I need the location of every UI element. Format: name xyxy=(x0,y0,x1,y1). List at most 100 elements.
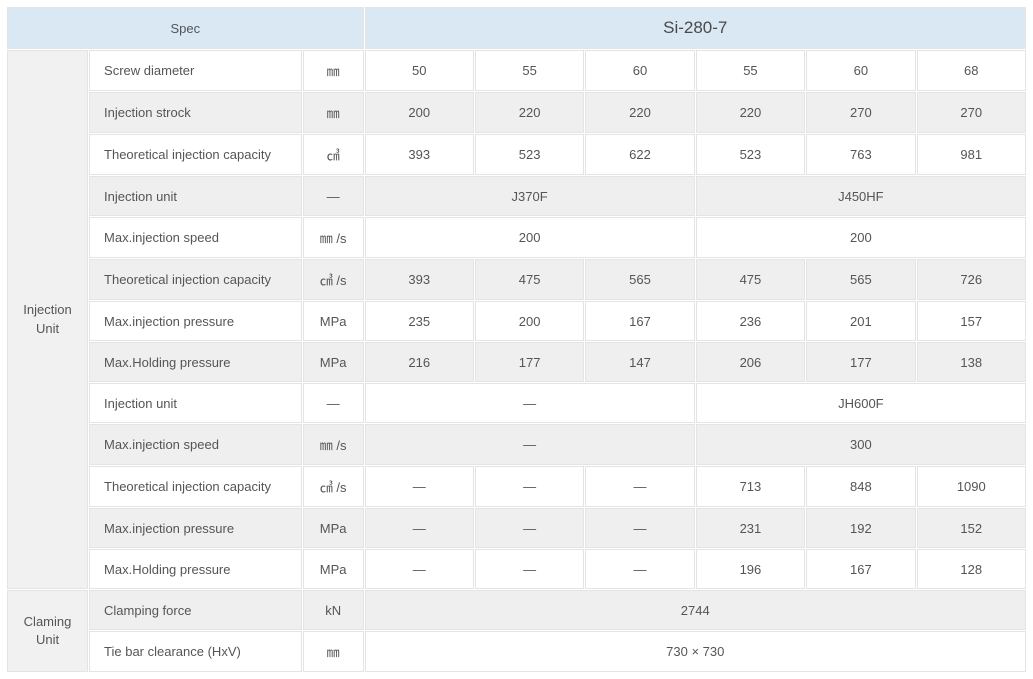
spec-value: — xyxy=(365,466,474,507)
spec-value: — xyxy=(365,383,695,423)
table-row: Max.injection speed㎜ /s—300 xyxy=(7,424,1026,465)
spec-value: 138 xyxy=(917,342,1026,382)
spec-value: 55 xyxy=(475,50,584,91)
spec-label: Max.injection pressure xyxy=(89,508,302,548)
group-injection-unit: InjectionUnit xyxy=(7,50,88,589)
spec-unit: — xyxy=(303,383,364,423)
spec-label: Max.injection speed xyxy=(89,217,302,258)
table-row: Injection unit—J370FJ450HF xyxy=(7,176,1026,216)
table-row: Max.injection pressureMPa235200167236201… xyxy=(7,301,1026,341)
spec-value: 60 xyxy=(585,50,694,91)
spec-value: 270 xyxy=(917,92,1026,133)
spec-value: — xyxy=(475,549,584,589)
table-row: Injection unit——JH600F xyxy=(7,383,1026,423)
spec-unit: MPa xyxy=(303,508,364,548)
spec-value: 55 xyxy=(696,50,805,91)
spec-unit: ㎜ xyxy=(303,50,364,91)
spec-value: 128 xyxy=(917,549,1026,589)
table-row: Max.Holding pressureMPa———196167128 xyxy=(7,549,1026,589)
spec-value: — xyxy=(585,466,694,507)
spec-value: 848 xyxy=(806,466,915,507)
spec-unit: ㎜ xyxy=(303,92,364,133)
spec-value: 200 xyxy=(475,301,584,341)
spec-label: Screw diameter xyxy=(89,50,302,91)
spec-value: 200 xyxy=(365,217,695,258)
spec-value: 565 xyxy=(806,259,915,300)
spec-value: 196 xyxy=(696,549,805,589)
spec-value: 270 xyxy=(806,92,915,133)
spec-unit: MPa xyxy=(303,301,364,341)
spec-value: 523 xyxy=(475,134,584,175)
spec-label: Clamping force xyxy=(89,590,302,630)
spec-value: 235 xyxy=(365,301,474,341)
spec-value: — xyxy=(585,508,694,548)
spec-value: J370F xyxy=(365,176,695,216)
spec-value: 220 xyxy=(696,92,805,133)
spec-value: JH600F xyxy=(696,383,1026,423)
spec-label: Max.Holding pressure xyxy=(89,342,302,382)
spec-value: 236 xyxy=(696,301,805,341)
spec-unit: ㎜ xyxy=(303,631,364,672)
spec-value: 393 xyxy=(365,134,474,175)
header-spec: Spec xyxy=(7,7,364,49)
table-row: Max.injection speed㎜ /s200200 xyxy=(7,217,1026,258)
group-clamping-unit: ClamingUnit xyxy=(7,590,88,672)
table-row: Max.Holding pressureMPa21617714720617713… xyxy=(7,342,1026,382)
spec-label: Max.injection speed xyxy=(89,424,302,465)
spec-value: 50 xyxy=(365,50,474,91)
spec-unit: ㎤ /s xyxy=(303,259,364,300)
spec-value: 475 xyxy=(696,259,805,300)
spec-unit: ㎜ /s xyxy=(303,424,364,465)
spec-value: 68 xyxy=(917,50,1026,91)
spec-unit: kN xyxy=(303,590,364,630)
spec-value: 730 × 730 xyxy=(365,631,1026,672)
spec-value: 726 xyxy=(917,259,1026,300)
spec-value: 565 xyxy=(585,259,694,300)
spec-unit: ㎜ /s xyxy=(303,217,364,258)
spec-value: — xyxy=(365,424,695,465)
spec-value: 2744 xyxy=(365,590,1026,630)
spec-value: 201 xyxy=(806,301,915,341)
spec-label: Theoretical injection capacity xyxy=(89,134,302,175)
spec-label: Injection unit xyxy=(89,383,302,423)
spec-unit: ㎤ xyxy=(303,134,364,175)
spec-value: 200 xyxy=(365,92,474,133)
spec-value: 167 xyxy=(806,549,915,589)
spec-value: — xyxy=(475,466,584,507)
spec-value: 523 xyxy=(696,134,805,175)
spec-value: 192 xyxy=(806,508,915,548)
table-row: Theoretical injection capacity㎤393523622… xyxy=(7,134,1026,175)
spec-unit: ㎤ /s xyxy=(303,466,364,507)
spec-label: Injection unit xyxy=(89,176,302,216)
spec-value: 60 xyxy=(806,50,915,91)
spec-value: 1090 xyxy=(917,466,1026,507)
spec-value: 200 xyxy=(696,217,1026,258)
table-row: Max.injection pressureMPa———231192152 xyxy=(7,508,1026,548)
table-row: ClamingUnitClamping forcekN2744 xyxy=(7,590,1026,630)
spec-label: Max.injection pressure xyxy=(89,301,302,341)
spec-value: 220 xyxy=(585,92,694,133)
spec-value: 981 xyxy=(917,134,1026,175)
spec-table: Spec Si-280-7 InjectionUnitScrew diamete… xyxy=(6,6,1027,673)
spec-unit: — xyxy=(303,176,364,216)
spec-value: 622 xyxy=(585,134,694,175)
spec-value: 206 xyxy=(696,342,805,382)
table-row: Theoretical injection capacity㎤ /s———713… xyxy=(7,466,1026,507)
spec-label: Injection strock xyxy=(89,92,302,133)
spec-label: Tie bar clearance (HxV) xyxy=(89,631,302,672)
spec-value: 231 xyxy=(696,508,805,548)
spec-value: 300 xyxy=(696,424,1026,465)
spec-value: — xyxy=(585,549,694,589)
table-row: Theoretical injection capacity㎤ /s393475… xyxy=(7,259,1026,300)
spec-value: J450HF xyxy=(696,176,1026,216)
spec-unit: MPa xyxy=(303,549,364,589)
spec-value: 157 xyxy=(917,301,1026,341)
spec-value: — xyxy=(365,549,474,589)
spec-value: 220 xyxy=(475,92,584,133)
spec-unit: MPa xyxy=(303,342,364,382)
spec-value: 177 xyxy=(475,342,584,382)
header-model: Si-280-7 xyxy=(365,7,1026,49)
spec-value: 475 xyxy=(475,259,584,300)
table-row: InjectionUnitScrew diameter㎜505560556068 xyxy=(7,50,1026,91)
table-row: Injection strock㎜200220220220270270 xyxy=(7,92,1026,133)
